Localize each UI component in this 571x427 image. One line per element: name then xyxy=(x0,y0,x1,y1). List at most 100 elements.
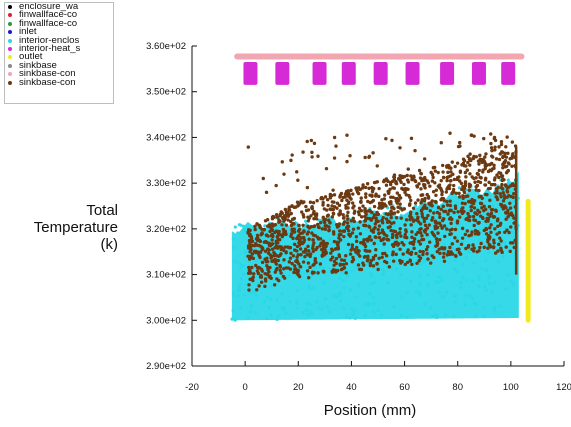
data-point xyxy=(405,315,409,319)
data-point xyxy=(445,187,449,191)
data-point xyxy=(439,207,443,212)
fin-block xyxy=(501,62,516,85)
data-point xyxy=(460,187,464,192)
data-point xyxy=(500,174,505,178)
data-point xyxy=(284,213,288,217)
data-point xyxy=(251,275,255,279)
data-point xyxy=(476,179,480,184)
data-point xyxy=(386,281,390,285)
data-point xyxy=(375,261,379,266)
data-point xyxy=(509,279,513,283)
legend-swatch xyxy=(8,5,12,9)
data-point xyxy=(323,297,328,301)
data-point xyxy=(344,189,349,194)
data-point xyxy=(437,212,442,216)
data-point xyxy=(315,198,319,203)
data-point xyxy=(472,134,476,138)
data-point xyxy=(476,221,480,225)
data-point xyxy=(490,148,494,153)
data-point xyxy=(467,234,471,238)
data-point xyxy=(339,191,344,196)
data-point xyxy=(465,229,470,233)
data-point xyxy=(349,197,353,201)
data-point xyxy=(471,243,475,247)
data-point xyxy=(461,275,465,280)
x-tick-label: -20 xyxy=(185,382,199,393)
data-point xyxy=(333,268,338,273)
data-point xyxy=(439,140,443,145)
legend-label: inlet xyxy=(19,26,37,38)
data-point xyxy=(472,199,477,203)
data-point xyxy=(357,206,362,211)
data-point xyxy=(344,315,349,319)
data-point xyxy=(501,199,506,203)
data-point xyxy=(361,240,366,244)
data-point xyxy=(359,267,364,272)
data-point xyxy=(440,192,444,197)
data-point xyxy=(494,209,498,213)
data-point xyxy=(275,277,279,281)
data-point xyxy=(364,302,368,306)
data-point xyxy=(261,176,265,181)
data-point xyxy=(295,271,299,275)
data-point xyxy=(399,234,403,238)
data-point xyxy=(409,241,414,245)
data-point xyxy=(377,231,381,236)
data-point xyxy=(343,240,347,244)
data-point xyxy=(356,252,360,256)
data-point xyxy=(508,206,513,210)
data-point xyxy=(341,216,346,220)
data-point xyxy=(486,212,490,216)
data-point xyxy=(274,262,279,266)
data-point xyxy=(496,259,501,263)
data-point xyxy=(260,260,265,265)
data-point xyxy=(409,210,413,214)
data-point xyxy=(409,223,413,227)
data-point xyxy=(255,288,259,292)
data-point xyxy=(448,216,453,220)
data-point xyxy=(505,135,509,139)
data-point xyxy=(351,227,356,231)
data-point xyxy=(445,175,449,180)
legend-entry: outlet xyxy=(5,52,113,62)
data-point xyxy=(338,229,342,233)
data-point xyxy=(293,267,297,272)
legend-swatch xyxy=(8,13,12,18)
data-point xyxy=(265,295,269,299)
data-point xyxy=(434,237,439,241)
data-point xyxy=(489,168,493,173)
data-point xyxy=(392,186,396,190)
data-point xyxy=(255,250,260,254)
data-point xyxy=(368,217,372,221)
data-point xyxy=(398,258,402,263)
data-point xyxy=(321,200,325,205)
data-point xyxy=(258,255,262,260)
data-point xyxy=(311,238,315,242)
data-point xyxy=(267,270,271,274)
data-point xyxy=(252,249,257,254)
data-point xyxy=(297,274,302,279)
data-point xyxy=(330,215,335,219)
data-point xyxy=(439,186,443,191)
data-point xyxy=(410,262,414,267)
data-point xyxy=(345,221,350,225)
data-point xyxy=(400,295,404,300)
data-point xyxy=(439,178,443,183)
data-point xyxy=(341,222,346,226)
data-point xyxy=(390,138,394,143)
data-point xyxy=(405,260,410,265)
data-point xyxy=(499,248,504,252)
data-point xyxy=(398,146,402,150)
data-point xyxy=(391,250,395,254)
data-point xyxy=(486,250,491,255)
data-point xyxy=(298,247,303,251)
data-point xyxy=(463,201,467,206)
data-point xyxy=(468,152,472,156)
data-point xyxy=(318,262,323,266)
data-point xyxy=(331,294,336,298)
data-point xyxy=(247,268,252,273)
data-point xyxy=(363,155,367,160)
data-point xyxy=(473,232,478,236)
data-point xyxy=(380,255,384,260)
data-point xyxy=(417,258,421,263)
